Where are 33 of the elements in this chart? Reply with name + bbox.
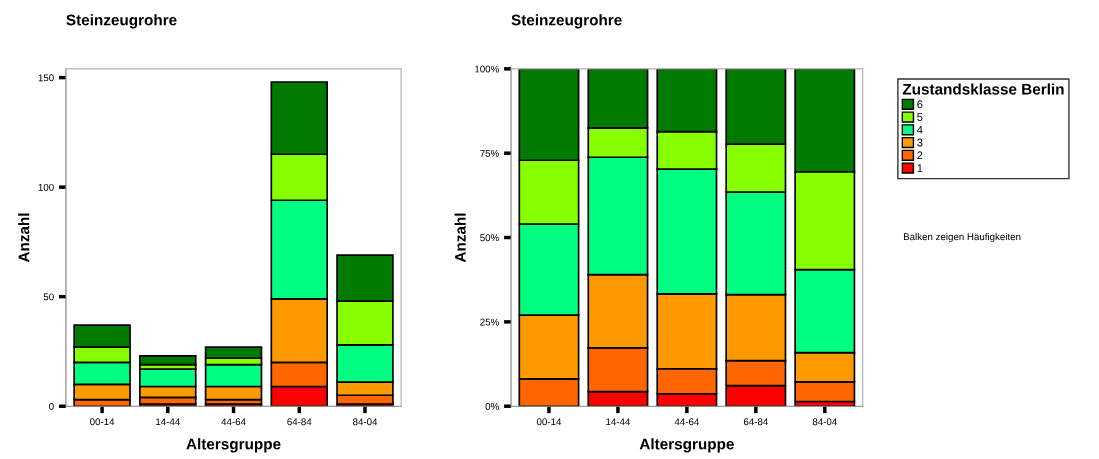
y-tick-label: 75% bbox=[480, 149, 499, 157]
y-tick-label: 100% bbox=[475, 65, 499, 73]
y-tick-label: 0 bbox=[49, 402, 54, 410]
x-tick-label: 44-64 bbox=[674, 418, 700, 426]
legend-label: 6 bbox=[917, 100, 923, 109]
chart-title: Steinzeugrohre bbox=[511, 14, 622, 29]
legend-label: 5 bbox=[917, 113, 923, 121]
y-axis-title: Anzahl bbox=[18, 213, 30, 263]
legend-label: 4 bbox=[917, 125, 923, 134]
x-tick-label: 84-04 bbox=[352, 418, 378, 426]
legend-title: Zustandsklasse Berlin bbox=[902, 83, 1064, 95]
chart-title: Steinzeugrohre bbox=[66, 14, 177, 29]
x-tick-label: 00-14 bbox=[536, 418, 562, 426]
y-tick-label: 50% bbox=[480, 234, 499, 242]
legend-label: 3 bbox=[917, 138, 923, 147]
legend-label: 2 bbox=[917, 151, 923, 160]
x-tick-label: 64-84 bbox=[743, 418, 768, 426]
x-tick-label: 14-44 bbox=[606, 418, 631, 426]
x-tick-label: 00-14 bbox=[90, 418, 115, 426]
x-tick-label: 64-84 bbox=[287, 418, 312, 426]
y-tick-label: 25% bbox=[480, 318, 499, 326]
y-tick-label: 50 bbox=[43, 293, 54, 301]
y-tick-label: 0% bbox=[485, 402, 499, 410]
x-axis-title: Altersgruppe bbox=[186, 438, 281, 453]
x-tick-label: 44-64 bbox=[221, 418, 246, 426]
x-tick-label: 14-44 bbox=[156, 418, 180, 426]
x-tick-label: 84-04 bbox=[812, 418, 837, 426]
y-tick-label: 100 bbox=[38, 183, 54, 191]
y-tick-label: 150 bbox=[38, 74, 54, 82]
x-axis-title: Altersgruppe bbox=[639, 438, 734, 453]
y-axis-title: Anzahl bbox=[454, 213, 466, 263]
legend-label: 1 bbox=[917, 164, 923, 172]
text: Balken zeigen Häufigkeiten bbox=[903, 233, 1021, 243]
